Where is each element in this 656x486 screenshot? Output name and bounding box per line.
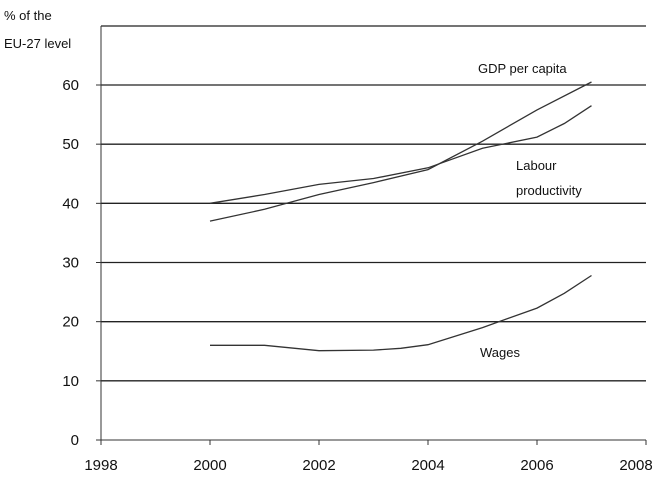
x-axis-ticks: 1998 2000 2002 2004 2006 2008 bbox=[84, 440, 653, 474]
series-label-labour-productivity-line-1: Labour bbox=[516, 158, 557, 173]
y-tick-label-50: 50 bbox=[62, 136, 79, 153]
x-tick-label-2002: 2002 bbox=[302, 457, 335, 474]
series-label-labour-productivity-line-2: productivity bbox=[516, 183, 582, 198]
y-tick-label-20: 20 bbox=[62, 314, 79, 331]
series-line-wages bbox=[210, 274, 592, 352]
y-tick-label-10: 10 bbox=[62, 373, 79, 390]
y-tick-label-30: 30 bbox=[62, 255, 79, 272]
y-axis-ticks: 0 10 20 30 40 50 60 bbox=[62, 77, 101, 449]
x-tick-label-1998: 1998 bbox=[84, 457, 117, 474]
series-label-wages: Wages bbox=[480, 345, 520, 360]
x-tick-label-2008: 2008 bbox=[619, 457, 652, 474]
series-lines bbox=[209, 81, 592, 352]
x-tick-label-2006: 2006 bbox=[520, 457, 553, 474]
x-tick-label-2004: 2004 bbox=[411, 457, 444, 474]
gridlines bbox=[101, 25, 646, 382]
y-tick-label-40: 40 bbox=[62, 195, 79, 212]
axes bbox=[100, 26, 646, 441]
series-line-labour-productivity bbox=[209, 105, 592, 204]
y-tick-label-60: 60 bbox=[62, 77, 79, 94]
y-axis-label: % of the EU-27 level bbox=[4, 8, 71, 51]
series-annotations: GDP per capita Labour productivity Wages bbox=[478, 61, 582, 360]
x-tick-label-2000: 2000 bbox=[193, 457, 226, 474]
y-axis-label-line-2: EU-27 level bbox=[4, 36, 71, 51]
y-axis-label-line-1: % of the bbox=[4, 8, 52, 23]
series-line-gdp-per-capita bbox=[209, 81, 592, 222]
series-label-gdp-per-capita: GDP per capita bbox=[478, 61, 567, 76]
y-tick-label-0: 0 bbox=[71, 432, 79, 449]
